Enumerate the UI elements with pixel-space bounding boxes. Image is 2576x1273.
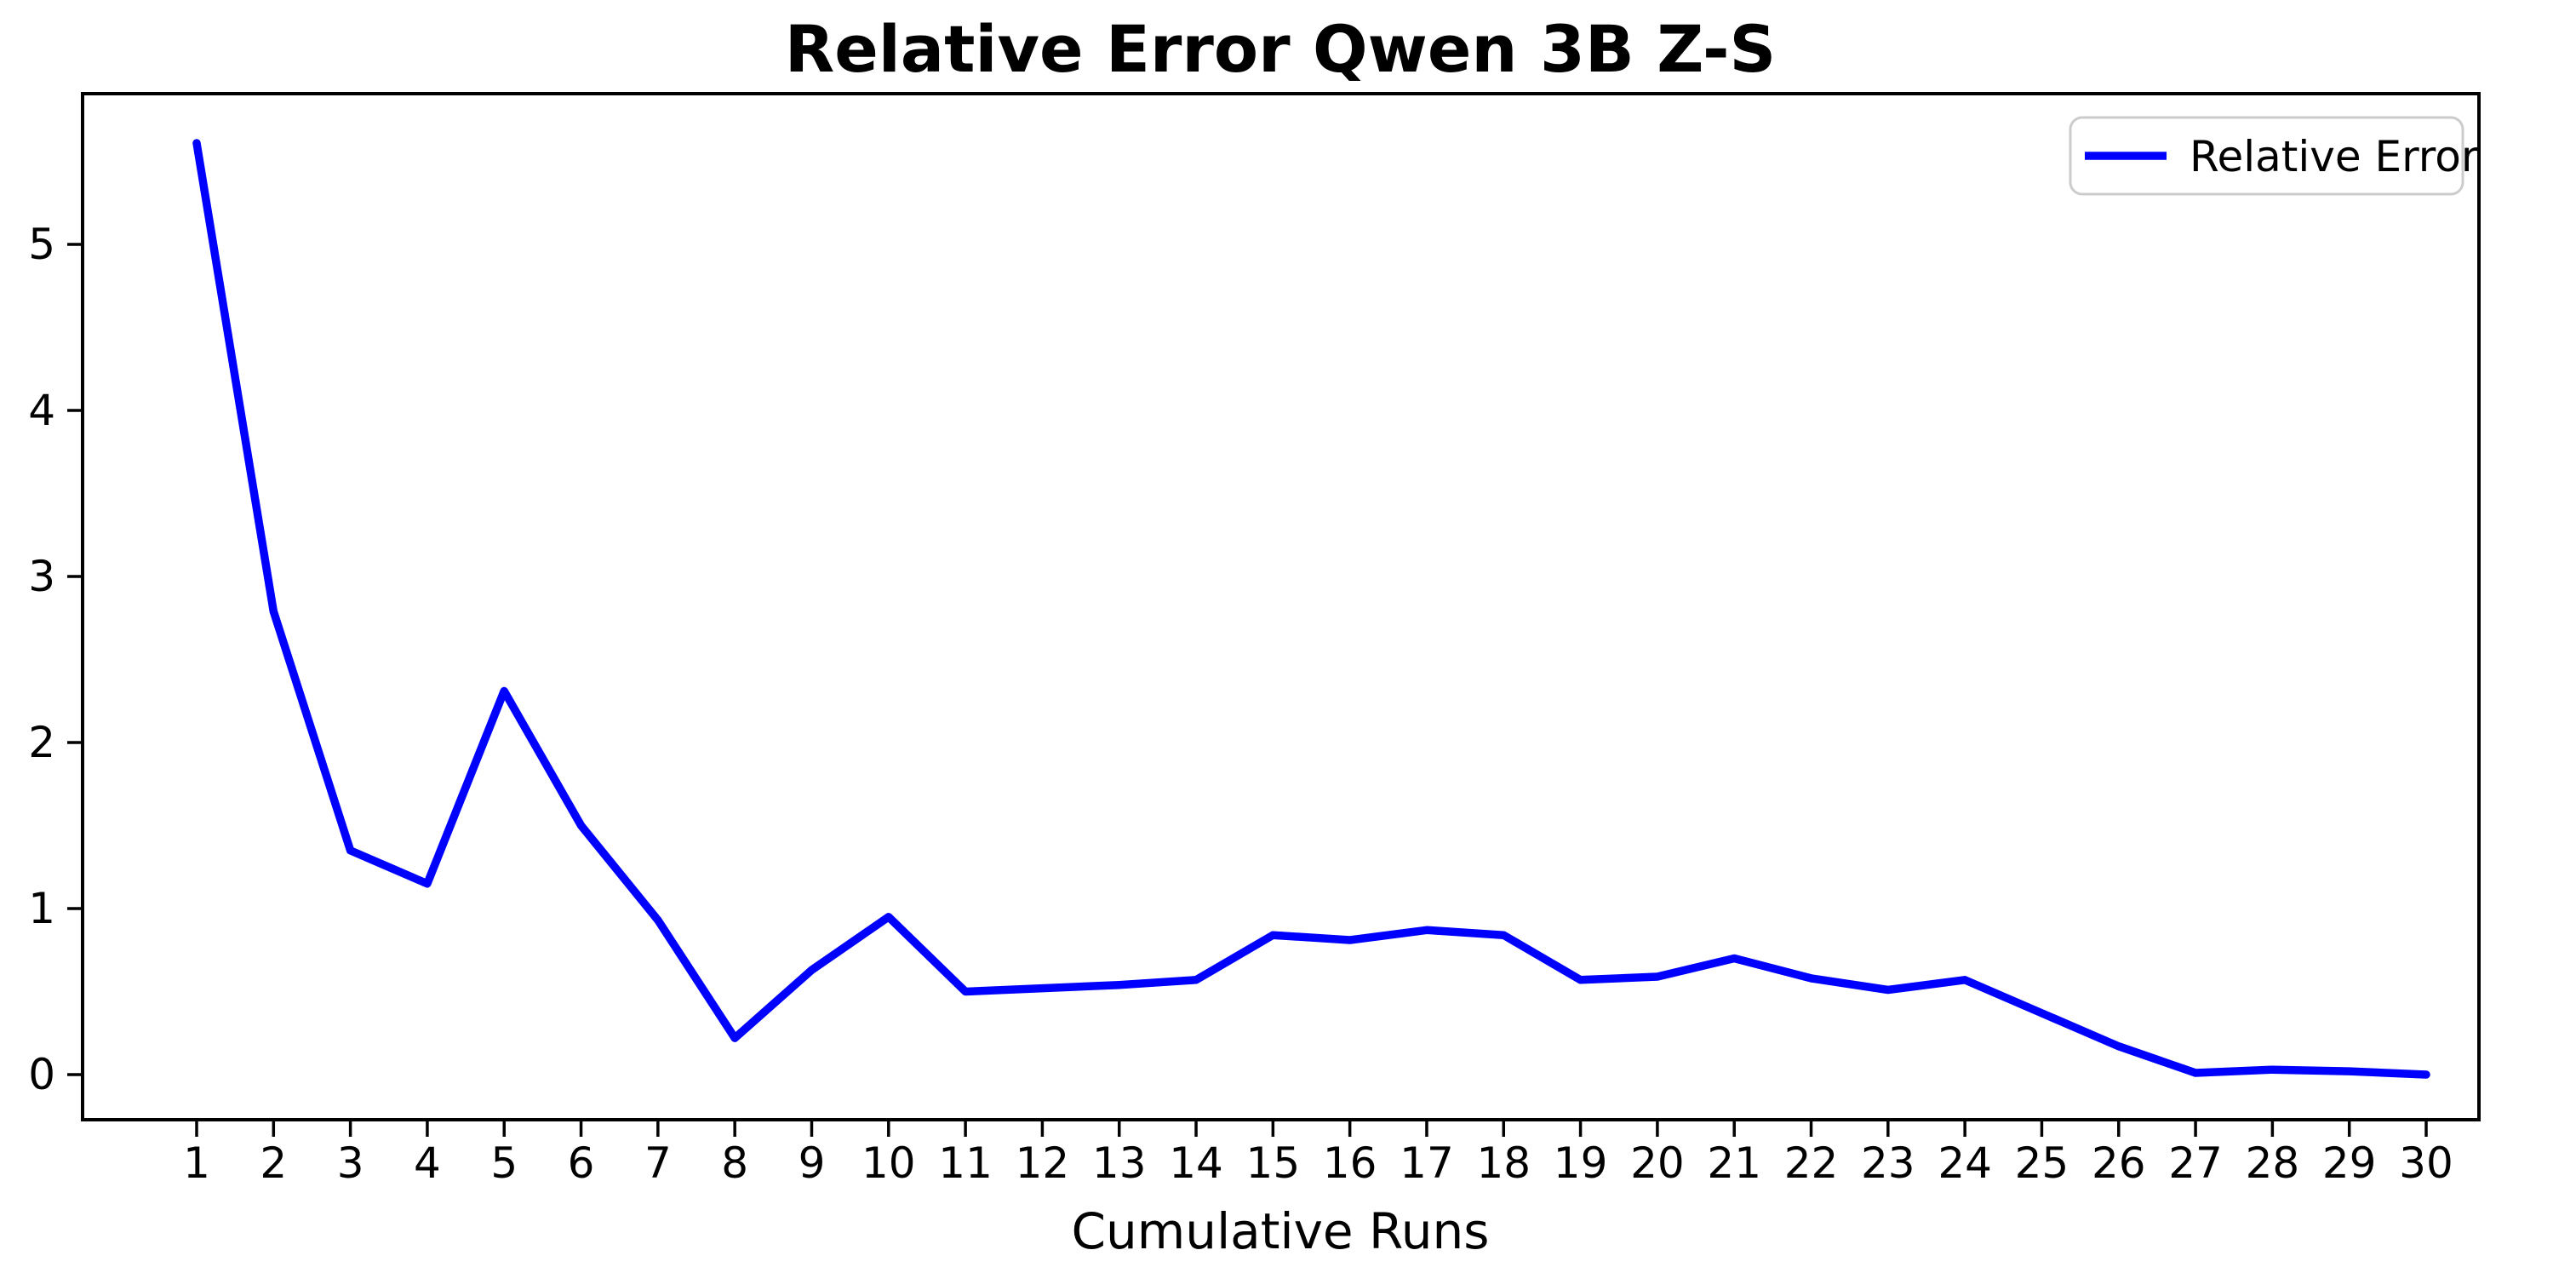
x-tick-label: 24: [1938, 1138, 1992, 1188]
y-tick-label: 4: [28, 386, 55, 435]
x-tick-label: 7: [644, 1138, 672, 1188]
x-tick-label: 29: [2322, 1138, 2377, 1188]
y-tick-label: 1: [28, 884, 55, 933]
x-tick-label: 16: [1323, 1138, 1377, 1188]
legend-box: [2069, 116, 2464, 196]
x-tick-label: 1: [183, 1138, 210, 1188]
x-tick-label: 19: [1554, 1138, 1608, 1188]
x-tick-label: 17: [1400, 1138, 1454, 1188]
x-tick-label: 21: [1707, 1138, 1761, 1188]
x-tick-label: 18: [1476, 1138, 1531, 1188]
x-tick-label: 2: [260, 1138, 287, 1188]
x-tick-label: 30: [2399, 1138, 2453, 1188]
x-tick-label: 14: [1169, 1138, 1223, 1188]
legend: Relative Error: [2069, 116, 2479, 196]
x-tick-label: 13: [1092, 1138, 1147, 1188]
x-tick-label: 12: [1016, 1138, 1070, 1188]
x-tick-label: 4: [414, 1138, 441, 1188]
x-tick-label: 6: [568, 1138, 595, 1188]
x-tick-label: 3: [337, 1138, 364, 1188]
x-tick-label: 20: [1630, 1138, 1685, 1188]
chart-title: Relative Error Qwen 3B Z-S: [785, 11, 1777, 87]
y-tick-label: 0: [28, 1050, 55, 1099]
x-tick-label: 28: [2246, 1138, 2300, 1188]
x-tick-label: 11: [938, 1138, 993, 1188]
x-tick-label: 15: [1246, 1138, 1301, 1188]
plot-border: [81, 92, 2481, 1121]
y-tick-label: 2: [28, 718, 55, 767]
x-tick-label: 27: [2168, 1138, 2223, 1188]
y-tick-label: 3: [28, 552, 55, 601]
x-tick-label: 9: [799, 1138, 826, 1188]
y-tick-label: 5: [28, 220, 55, 269]
x-tick-label: 10: [862, 1138, 916, 1188]
x-tick-label: 26: [2092, 1138, 2146, 1188]
relative-error-line: [192, 139, 2430, 1079]
x-tick-label: 22: [1784, 1138, 1839, 1188]
x-tick-label: 25: [2015, 1138, 2069, 1188]
x-axis-label: Cumulative Runs: [1072, 1202, 1490, 1260]
y-axis-ticks: 0 1 2 3 4 5: [28, 220, 83, 1099]
x-tick-label: 5: [490, 1138, 518, 1188]
x-tick-label: 8: [721, 1138, 748, 1188]
x-axis-ticks: 1 2 3 4 5 6 7 8 9 10 11 12 13 14 15 16 17 18 19 20 21 22 23 24 2…: [183, 1120, 2453, 1188]
legend-label: Relative Error: [2190, 132, 2479, 181]
x-tick-label: 23: [1861, 1138, 1915, 1188]
